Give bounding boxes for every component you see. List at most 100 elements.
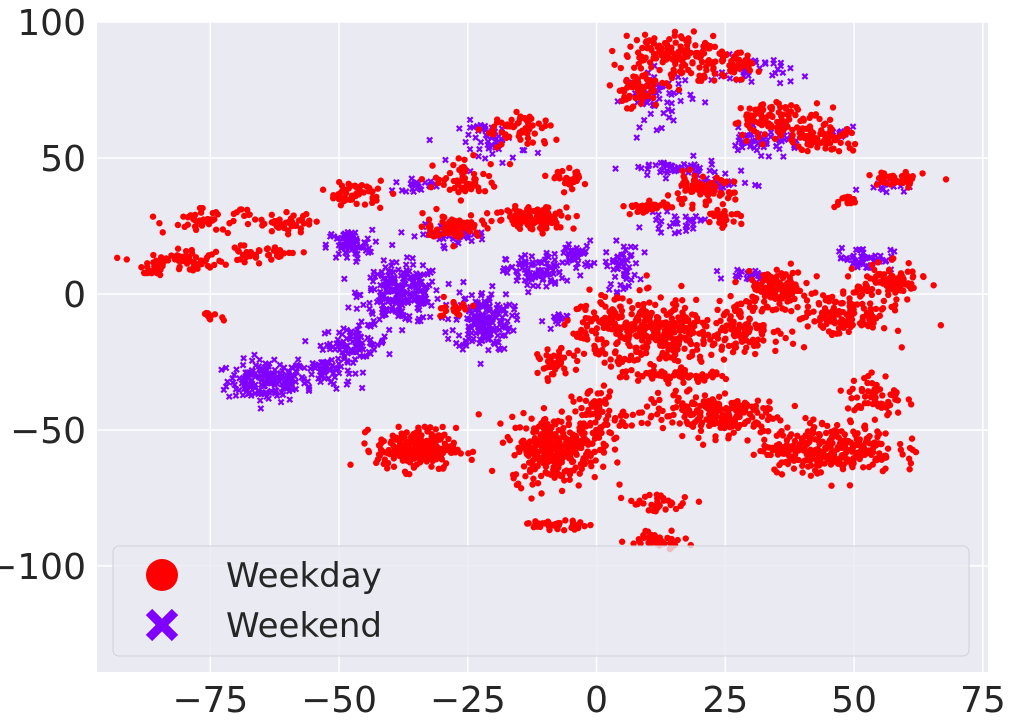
weekday-point: [594, 414, 601, 421]
weekday-point: [519, 437, 526, 445]
weekday-point: [755, 68, 762, 75]
weekday-point: [629, 411, 637, 419]
weekend-point: [497, 319, 505, 327]
weekday-point: [241, 212, 248, 220]
weekend-point: [656, 168, 664, 176]
weekday-point: [581, 329, 589, 336]
weekday-point: [640, 300, 647, 308]
weekday-point: [581, 180, 589, 188]
weekday-point: [690, 176, 698, 184]
weekend-point: [261, 390, 268, 398]
weekday-point: [627, 352, 635, 359]
weekday-point: [618, 538, 626, 545]
weekday-point: [550, 371, 557, 378]
weekend-point: [424, 298, 432, 306]
weekday-point: [573, 212, 580, 220]
weekday-point: [688, 311, 696, 318]
weekend-point: [738, 143, 746, 151]
weekday-point: [610, 325, 617, 333]
weekday-point: [199, 204, 206, 212]
weekday-point: [717, 424, 724, 431]
weekday-point: [793, 124, 801, 131]
weekend-point: [340, 275, 348, 283]
weekday-point: [531, 130, 538, 137]
weekday-point: [640, 500, 647, 507]
weekend-point: [408, 175, 416, 182]
weekend-point: [713, 267, 721, 275]
weekend-point: [566, 252, 573, 259]
weekday-point: [803, 279, 810, 287]
weekend-point: [741, 179, 749, 187]
weekday-point: [251, 216, 259, 223]
weekday-point: [783, 293, 790, 300]
weekend-point: [625, 263, 633, 271]
weekday-point: [803, 297, 811, 304]
weekend-point: [419, 313, 427, 321]
weekday-point: [397, 441, 404, 449]
weekday-point: [719, 411, 726, 419]
weekend-point: [468, 291, 476, 299]
weekday-point: [534, 369, 541, 377]
weekend-point: [762, 60, 769, 68]
weekday-point: [847, 446, 855, 453]
weekday-point: [611, 414, 619, 422]
weekday-point: [669, 300, 677, 307]
weekday-point: [572, 449, 579, 456]
weekday-point: [347, 182, 354, 190]
weekday-point: [562, 453, 570, 460]
weekday-point: [517, 485, 525, 492]
weekend-point: [770, 60, 777, 67]
weekday-point: [681, 345, 688, 352]
weekday-point: [488, 217, 495, 225]
weekday-point: [428, 433, 435, 441]
weekday-point: [861, 423, 868, 431]
weekday-point: [810, 308, 817, 315]
weekday-point: [644, 76, 651, 84]
weekday-point: [788, 307, 795, 315]
weekend-point: [748, 78, 755, 86]
weekend-point: [859, 249, 867, 256]
weekday-point: [695, 434, 702, 442]
weekday-point: [647, 360, 654, 368]
weekday-point: [639, 344, 647, 351]
weekday-point: [822, 145, 829, 152]
weekday-point: [687, 327, 695, 334]
weekday-point: [682, 187, 689, 194]
weekend-point: [613, 265, 621, 273]
weekday-point: [441, 214, 448, 221]
weekend-point: [344, 342, 351, 350]
weekday-point: [909, 173, 916, 180]
weekend-point: [547, 325, 555, 333]
weekday-point: [470, 151, 477, 159]
weekend-point: [664, 106, 672, 113]
weekday-point: [794, 432, 801, 440]
weekday-point: [697, 427, 705, 435]
weekend-point: [402, 261, 410, 269]
weekday-point: [403, 457, 411, 464]
weekday-point: [559, 430, 567, 437]
weekday-point: [364, 426, 371, 433]
weekday-point: [490, 183, 498, 190]
weekend-point: [385, 326, 393, 334]
weekday-point: [828, 428, 835, 436]
weekday-point: [861, 399, 869, 407]
weekday-point: [661, 329, 669, 337]
weekday-point: [415, 443, 422, 450]
weekday-point: [512, 424, 519, 432]
weekday-point: [699, 328, 707, 335]
weekday-point: [569, 517, 576, 524]
weekend-point: [239, 361, 247, 369]
weekday-point: [786, 452, 793, 460]
weekday-point: [650, 332, 657, 339]
weekday-point: [787, 279, 795, 286]
weekend-point: [433, 286, 440, 294]
weekday-point: [663, 41, 671, 48]
weekday-point: [677, 502, 684, 510]
weekday-point: [690, 28, 698, 35]
weekday-point: [716, 192, 724, 199]
weekday-point: [789, 139, 797, 146]
weekday-point: [768, 112, 776, 120]
weekday-point: [769, 306, 776, 314]
weekday-point: [808, 452, 816, 459]
